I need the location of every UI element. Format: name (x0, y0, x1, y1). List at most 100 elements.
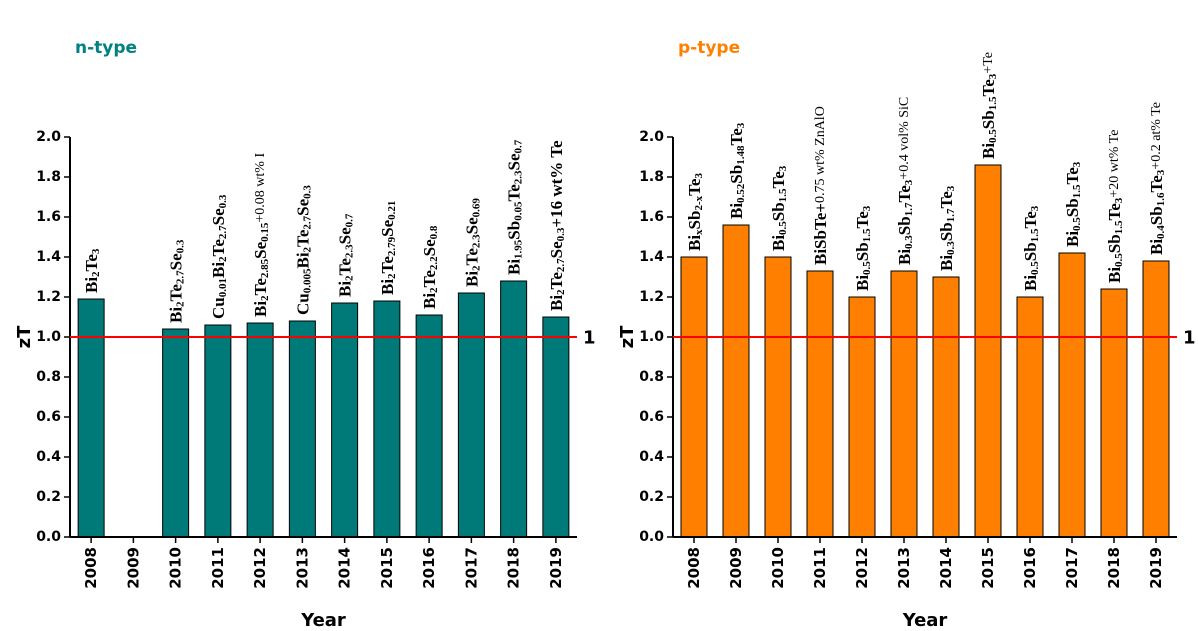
label-part: Se (251, 241, 270, 258)
subscript: 2-x (693, 195, 705, 210)
subscript: 0.05 (513, 201, 525, 221)
subscript: 2.3 (513, 170, 525, 184)
subscript: 0.3 (301, 185, 313, 199)
x-tick-label: 2019 (1147, 547, 1165, 589)
label-part: Cu (293, 293, 312, 315)
y-tick-label: 0.8 (36, 369, 61, 385)
bar (890, 270, 918, 538)
subscript: 3 (861, 205, 873, 211)
label-part: Bi (462, 271, 481, 287)
subscript: 0.4 (1155, 225, 1167, 239)
label-part: Bi (769, 235, 788, 251)
y-tick-label: 0.2 (36, 489, 61, 505)
subscript: 1.7 (945, 208, 957, 222)
x-tick-label: 2015 (979, 547, 997, 589)
subscript: 1.5 (1071, 184, 1083, 198)
label-part: Bi (1147, 239, 1166, 255)
chart-title: n-type (75, 38, 137, 58)
bar-label: Bi0.4Sb1.6Te3+0.2 at% Te (1147, 102, 1168, 255)
x-tick-label: 2016 (1021, 547, 1039, 589)
label-part: Te (685, 178, 704, 196)
label-part: Bi (727, 203, 746, 219)
y-tick-label: 0.0 (639, 529, 664, 545)
y-tick-label: 0.0 (36, 529, 61, 545)
bar-label: Bi0.5Sb1.5Te3 (1021, 205, 1042, 291)
label-part: Bi (208, 262, 227, 278)
y-tick-label: 1.6 (639, 209, 664, 225)
subscript: 3 (90, 248, 102, 254)
subscript: 1.5 (1113, 220, 1125, 234)
subscript: 0.3 (217, 194, 229, 208)
x-tick-label: 2012 (853, 547, 871, 589)
label-part: Te (546, 272, 565, 290)
subscript: 2 (301, 246, 313, 252)
bar-label: Bi2Te2.3Se0.7 (335, 213, 356, 297)
x-tick-label: 2017 (462, 547, 480, 589)
label-part: Sb (1105, 234, 1124, 253)
subscript: 2.3 (344, 244, 356, 258)
label-part: Bi (937, 255, 956, 271)
subscript: x (693, 229, 705, 235)
bar (932, 276, 960, 538)
label-part: Te (82, 254, 101, 272)
x-tick-label: 2011 (209, 547, 227, 589)
subscript: 3 (1029, 205, 1041, 211)
label-part: Bi (166, 307, 185, 323)
label-part: +0.08 wt% I (253, 153, 268, 223)
label-part: Se (166, 253, 185, 270)
subscript: 1.95 (513, 239, 525, 259)
label-part: Cu (208, 297, 227, 319)
label-part: BiSbTe+ (811, 203, 830, 265)
subscript: 2.7 (217, 225, 229, 239)
subscript: 2.3 (470, 234, 482, 248)
y-tick-label: 2.0 (639, 129, 664, 145)
subscript: 0.15 (259, 222, 271, 242)
y-tick-label: 2.0 (36, 129, 61, 145)
subscript: 1.5 (1029, 228, 1041, 242)
bar (162, 328, 190, 538)
label-part: Bi (251, 301, 270, 317)
x-tick-label: 2013 (895, 547, 913, 589)
label-part: Bi (293, 252, 312, 268)
label-part: Te (1021, 211, 1040, 229)
subscript: 0.5 (987, 129, 999, 143)
bar (500, 280, 528, 538)
label-part: Te (504, 184, 523, 202)
label-part: Bi (504, 259, 523, 275)
subscript: 3 (945, 185, 957, 191)
bar-label: BiSbTe+0.75 wt% ZnAlO (811, 106, 830, 265)
subscript: 0.21 (386, 201, 398, 220)
y-tick-label: 1.2 (36, 289, 61, 305)
bar-label: Bi2Te3 (82, 248, 103, 293)
bar-label: Bi0.5Sb1.5Te3 (1063, 161, 1084, 247)
subscript: 2.85 (259, 258, 271, 278)
x-tick-label: 2013 (293, 547, 311, 589)
label-part: Bi (895, 249, 914, 265)
x-tick-label: 2019 (547, 547, 565, 589)
subscript: 2 (90, 271, 102, 277)
label-part: Bi (335, 281, 354, 297)
label-part: Sb (895, 216, 914, 235)
subscript: 0.7 (513, 139, 525, 153)
subscript: 0.5 (777, 221, 789, 235)
label-part: Te (166, 284, 185, 302)
label-part: Te (727, 128, 746, 146)
label-part: +0.2 at% Te (1149, 102, 1164, 170)
x-tick-label: 2010 (167, 547, 185, 589)
y-tick-label: 0.6 (36, 409, 61, 425)
bar (1142, 260, 1170, 538)
x-tick-label: 2008 (685, 547, 703, 589)
y-tick-label: 1.8 (36, 169, 61, 185)
bar-label: Bi2Te2.7Se0.3+16 wt% Te (546, 140, 567, 311)
bar (680, 256, 708, 538)
bar (722, 224, 750, 538)
bar (246, 322, 274, 538)
x-tick-label: 2008 (82, 547, 100, 589)
label-part: Te (853, 211, 872, 229)
subscript: 2 (259, 295, 271, 301)
label-part: Te (420, 270, 439, 288)
subscript: 3 (1155, 169, 1167, 175)
label-part: Te (293, 229, 312, 247)
bar (848, 296, 876, 538)
label-part: Bi (979, 143, 998, 159)
